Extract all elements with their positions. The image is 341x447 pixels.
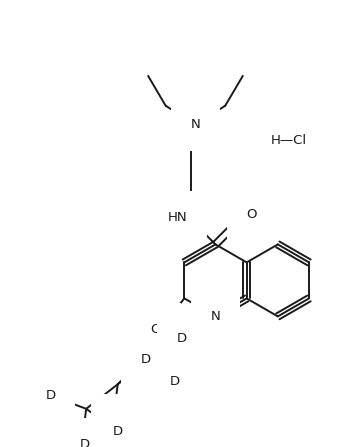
Text: D: D: [45, 389, 56, 402]
Text: O: O: [150, 323, 161, 336]
Text: H—Cl: H—Cl: [270, 134, 307, 147]
Text: D: D: [113, 425, 123, 438]
Text: N: N: [191, 118, 200, 131]
Text: D: D: [111, 413, 121, 426]
Text: D: D: [169, 375, 179, 388]
Text: D: D: [140, 353, 150, 366]
Text: D: D: [176, 332, 187, 345]
Text: O: O: [247, 208, 257, 221]
Text: D: D: [79, 438, 90, 447]
Text: N: N: [211, 310, 220, 323]
Text: HN: HN: [168, 211, 187, 224]
